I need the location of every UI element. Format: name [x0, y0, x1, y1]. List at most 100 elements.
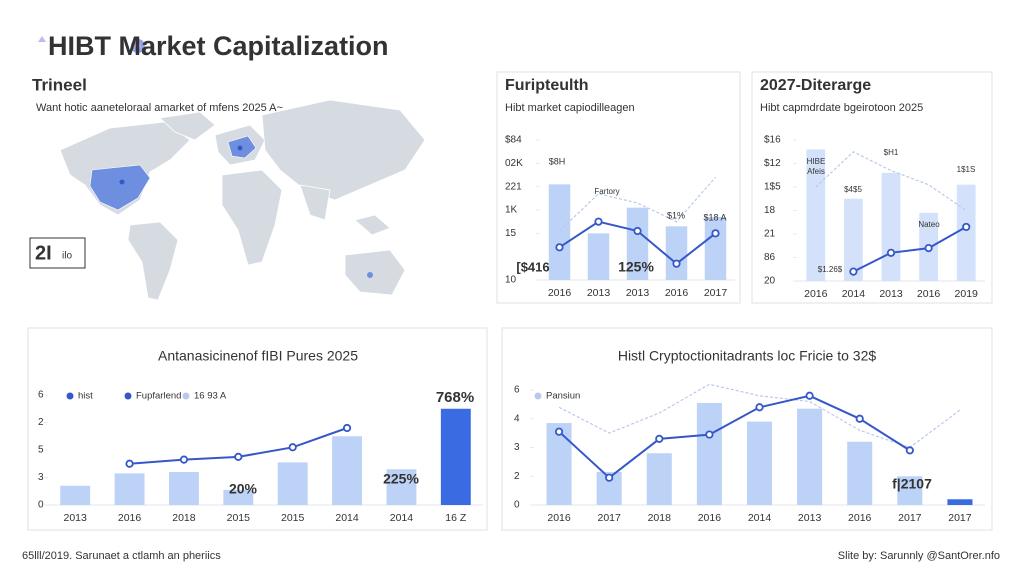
- line: [852, 226, 967, 273]
- annotation: f|2107: [892, 476, 932, 492]
- y-tick-label: 18: [764, 205, 776, 216]
- x-tick-label: 2015: [227, 512, 251, 524]
- bar: [60, 485, 91, 505]
- line-point: [179, 455, 189, 464]
- x-tick-label: 2016: [917, 288, 941, 300]
- x-tick-label: 2016: [548, 287, 572, 299]
- y-tick-label: 15: [505, 228, 517, 239]
- chart-title: Furiptеulth: [505, 77, 589, 94]
- line-point: [342, 423, 352, 433]
- bar: [696, 402, 722, 505]
- x-tick-label: 2017: [898, 512, 922, 524]
- bar: [746, 421, 773, 505]
- badge-value: 2I: [35, 242, 52, 264]
- bar: [704, 217, 727, 280]
- bar: [844, 198, 863, 281]
- x-tick-label: 2016: [698, 512, 722, 524]
- legend-marker: [534, 392, 542, 400]
- badge: [29, 237, 86, 269]
- line-point: [905, 446, 914, 455]
- annotation: $1.26$: [818, 265, 843, 274]
- line-point: [125, 459, 134, 468]
- x-tick-label: 2017: [704, 287, 728, 299]
- y-tick-label: 6: [38, 390, 44, 401]
- line-point: [855, 414, 864, 423]
- footer-credit: Slite by: Sarunnly @SantOrer.nfo: [838, 550, 1000, 562]
- y-tick-label: 2: [38, 417, 44, 428]
- annotation: 768%: [436, 389, 474, 406]
- x-tick-label: 2014: [390, 512, 414, 524]
- charts: Furiptеulth Hibt market capiodilleagen 10 1…: [38, 77, 985, 524]
- y-tick-label: $16: [764, 135, 781, 146]
- x-tick-label: 2016: [118, 512, 142, 524]
- line-point: [633, 226, 642, 236]
- annotation: 20%: [229, 481, 258, 497]
- legend-label: Pansiun: [546, 391, 580, 402]
- x-tick-label: 2015: [281, 512, 305, 524]
- bar: [897, 476, 923, 505]
- annotation: Nateo: [918, 220, 940, 229]
- annotation: $4$5: [844, 185, 862, 194]
- x-tick-label: 2013: [626, 287, 650, 299]
- x-tick-label: 2013: [879, 288, 903, 300]
- line-point: [805, 391, 814, 400]
- bar: [546, 423, 572, 505]
- x-tick-label: 2018: [172, 512, 196, 524]
- y-tick-label: $84: [505, 135, 522, 146]
- y-tick-label: 21: [764, 229, 776, 240]
- x-tick-label: 2014: [748, 512, 772, 524]
- line-point: [605, 473, 614, 482]
- x-tick-label: 2018: [648, 512, 672, 524]
- badge-note: ilo: [62, 251, 72, 262]
- bar: [277, 462, 308, 505]
- line-point: [672, 259, 681, 268]
- x-tick-label: 2016: [547, 512, 571, 524]
- bar: [956, 184, 976, 281]
- line-point: [849, 267, 858, 276]
- map-title: Trineel: [32, 75, 87, 94]
- line-point: [234, 452, 243, 461]
- y-tick-label: 4: [514, 413, 520, 424]
- y-tick-label: 221: [505, 181, 522, 192]
- line-point: [705, 430, 714, 439]
- x-tick-label: 2013: [64, 512, 88, 524]
- y-tick-label: 1$5: [764, 182, 781, 193]
- legend-label: 16 93 A: [194, 391, 227, 402]
- bar: [587, 233, 610, 280]
- line-point: [711, 229, 720, 238]
- bar: [168, 472, 199, 505]
- bar: [646, 453, 672, 505]
- chart-subtitle: Hibt market capiodilleagen: [505, 102, 635, 114]
- y-tick-label: 2: [514, 471, 520, 482]
- bar: [847, 441, 873, 505]
- legend-label: hist: [78, 391, 93, 402]
- bar: [881, 172, 901, 281]
- bar: [223, 489, 254, 505]
- x-tick-label: 2017: [948, 512, 972, 524]
- bar: [548, 184, 571, 280]
- legend-marker: [66, 392, 74, 400]
- x-tick-label: 2014: [335, 512, 359, 524]
- y-tick-label: 02K: [505, 158, 523, 169]
- map-subtitle: Want hotic aaneteloraal amarket of mfens…: [36, 102, 283, 114]
- y-tick-label: 20: [764, 276, 776, 287]
- annotation: $H1: [884, 148, 899, 157]
- bar: [386, 469, 417, 505]
- logo: [38, 36, 145, 53]
- x-tick-label: 2017: [597, 512, 621, 524]
- line-point: [594, 217, 603, 226]
- legend-marker: [124, 392, 132, 400]
- legend-marker: [182, 392, 190, 400]
- y-tick-label: 0: [38, 500, 44, 511]
- x-tick-label: 2013: [798, 512, 822, 524]
- y-tick-label: 3: [514, 442, 520, 453]
- line-point: [555, 243, 564, 252]
- legend-label: Fupfarlend: [136, 391, 181, 402]
- page-title: HIBT Market Capitalization: [48, 31, 389, 61]
- x-tick-label: 2016: [804, 288, 828, 300]
- y-tick-label: $12: [764, 158, 781, 169]
- chart-title: Histl Cryptoctionitadrants loc Fricie to…: [618, 348, 877, 364]
- y-tick-label: 10: [505, 275, 517, 286]
- annotation: Afeis: [807, 167, 825, 176]
